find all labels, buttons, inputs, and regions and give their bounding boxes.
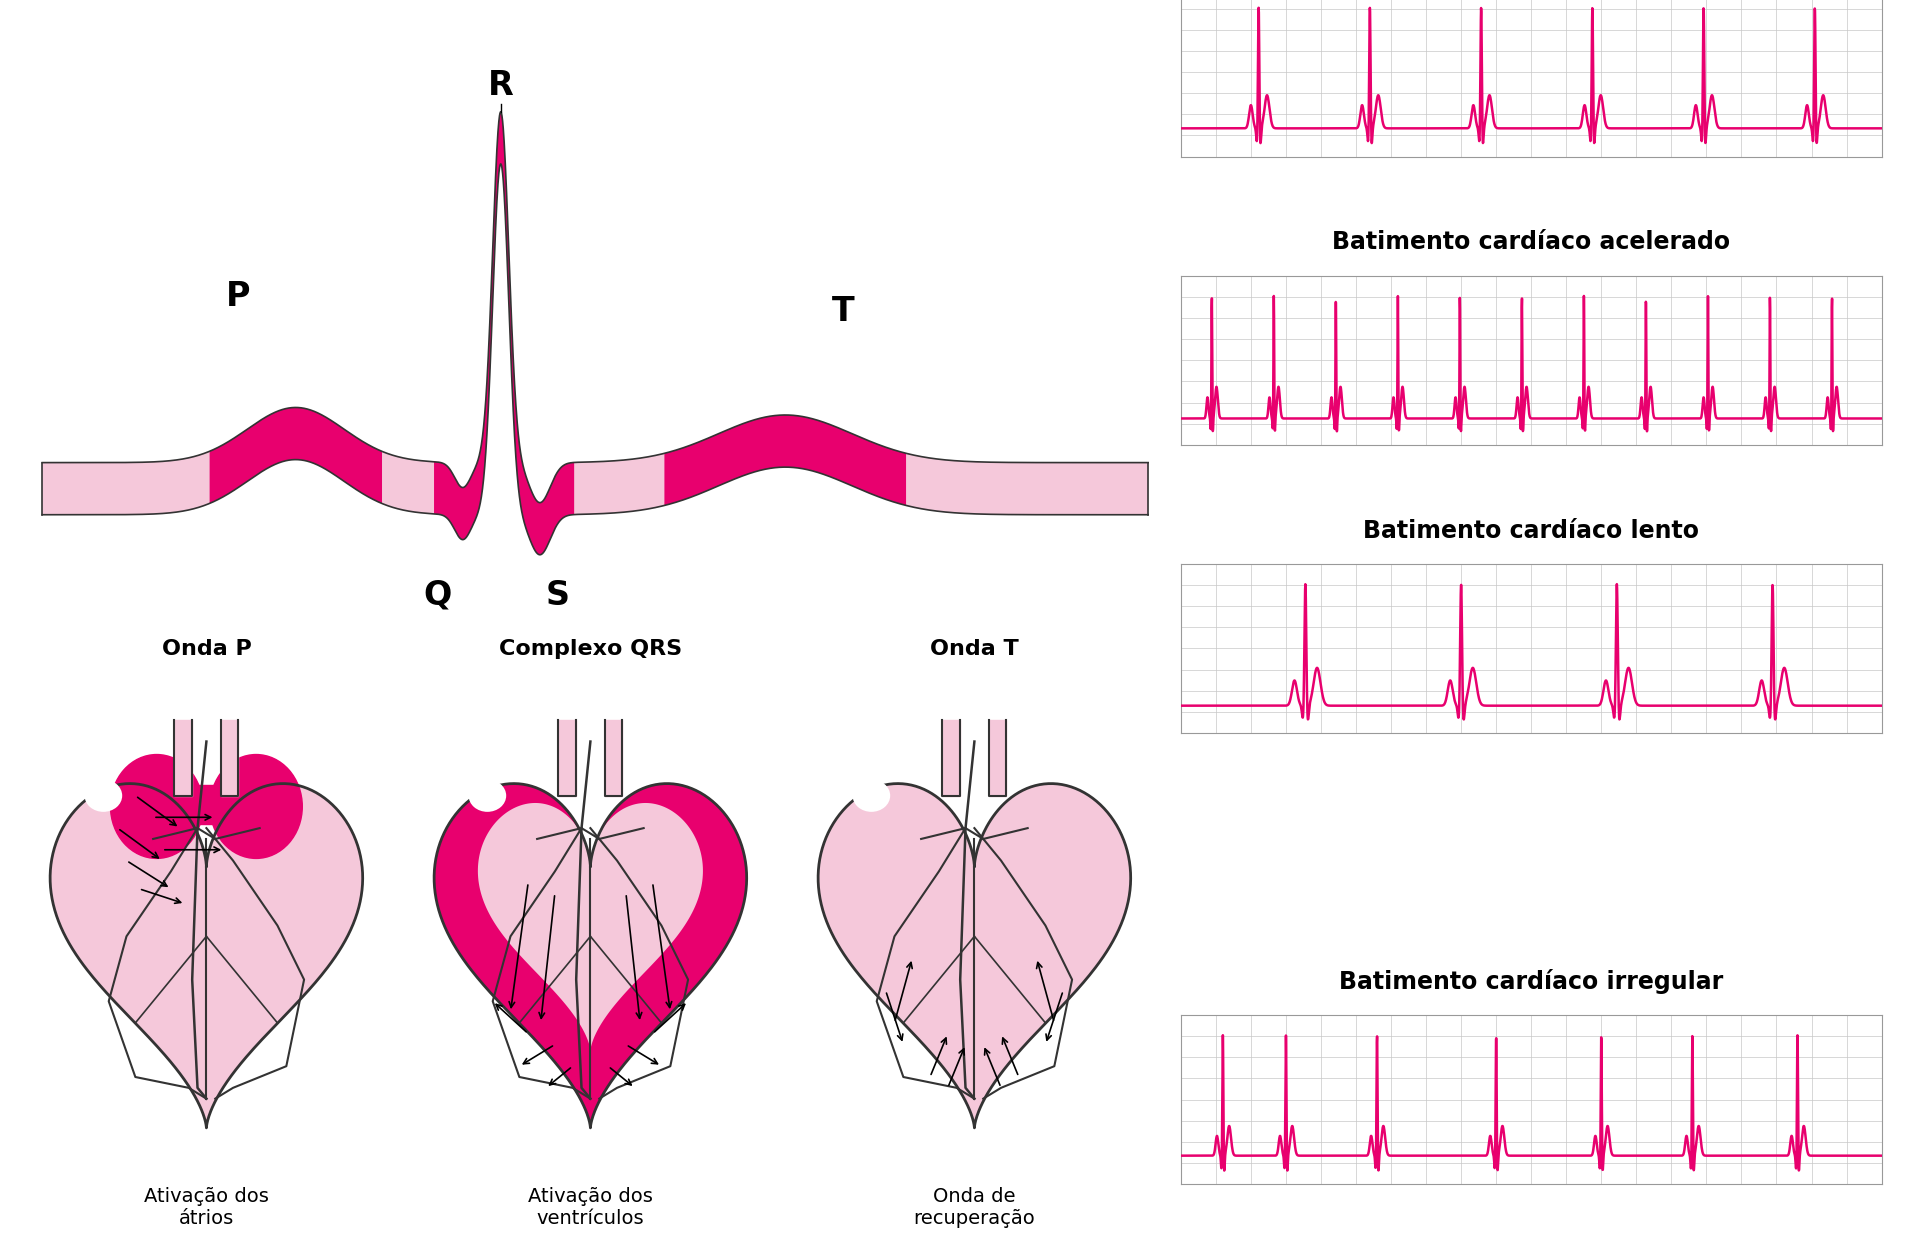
Text: Ativação dos
átrios: Ativação dos átrios xyxy=(144,1187,269,1228)
Ellipse shape xyxy=(86,781,121,811)
Text: Batimento cardíaco irregular: Batimento cardíaco irregular xyxy=(1338,969,1724,994)
Polygon shape xyxy=(42,112,1148,555)
Text: Onda P: Onda P xyxy=(161,639,252,659)
Text: S: S xyxy=(545,579,570,611)
Polygon shape xyxy=(209,407,382,504)
Polygon shape xyxy=(818,783,1131,1128)
Ellipse shape xyxy=(209,754,301,858)
Polygon shape xyxy=(382,451,434,514)
Text: Batimento cardíaco lento: Batimento cardíaco lento xyxy=(1363,519,1699,543)
Polygon shape xyxy=(50,783,363,1128)
Polygon shape xyxy=(434,783,747,1128)
Polygon shape xyxy=(434,112,574,555)
Ellipse shape xyxy=(111,754,204,858)
Text: Q: Q xyxy=(422,579,451,611)
Polygon shape xyxy=(478,803,703,1051)
Ellipse shape xyxy=(854,781,889,811)
Polygon shape xyxy=(943,720,960,796)
Polygon shape xyxy=(559,720,576,796)
Polygon shape xyxy=(434,783,747,1128)
Polygon shape xyxy=(989,720,1006,796)
Polygon shape xyxy=(180,784,232,823)
Ellipse shape xyxy=(470,781,505,811)
Polygon shape xyxy=(605,720,622,796)
Text: Batimento cardíaco acelerado: Batimento cardíaco acelerado xyxy=(1332,231,1730,254)
Text: Onda T: Onda T xyxy=(929,639,1020,659)
Text: T: T xyxy=(831,296,854,328)
Text: Ativação dos
ventrículos: Ativação dos ventrículos xyxy=(528,1187,653,1228)
Text: Complexo QRS: Complexo QRS xyxy=(499,639,682,659)
Text: Onda de
recuperação: Onda de recuperação xyxy=(914,1187,1035,1228)
Polygon shape xyxy=(42,451,209,515)
Polygon shape xyxy=(906,454,1148,515)
Text: P: P xyxy=(227,281,250,313)
Text: R: R xyxy=(488,69,515,101)
Polygon shape xyxy=(574,454,664,515)
Polygon shape xyxy=(175,720,192,796)
Polygon shape xyxy=(664,415,906,505)
Polygon shape xyxy=(221,720,238,796)
